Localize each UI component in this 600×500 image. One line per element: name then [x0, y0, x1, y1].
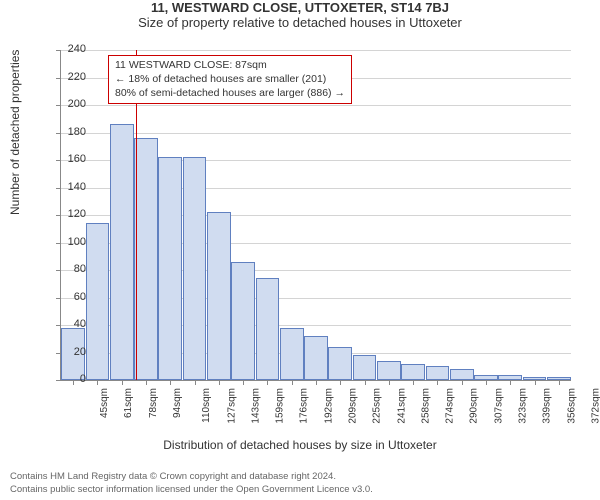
- ytick-label: 80: [56, 263, 86, 275]
- bar: [110, 124, 134, 380]
- xtick-label: 241sqm: [396, 388, 407, 424]
- xtick-label: 176sqm: [299, 388, 310, 424]
- xtick-label: 209sqm: [348, 388, 359, 424]
- ytick-label: 200: [56, 98, 86, 110]
- xtick-label: 78sqm: [148, 388, 159, 418]
- copyright-line1: Contains HM Land Registry data © Crown c…: [10, 471, 590, 483]
- ytick-label: 0: [56, 373, 86, 385]
- ytick-label: 180: [56, 126, 86, 138]
- copyright-line2: Contains public sector information licen…: [10, 484, 590, 496]
- xtick-label: 159sqm: [275, 388, 286, 424]
- xtick-label: 356sqm: [566, 388, 577, 424]
- bar: [280, 328, 304, 380]
- xtick-label: 258sqm: [420, 388, 431, 424]
- y-axis-label: Number of detached properties: [8, 50, 22, 215]
- page-title: 11, WESTWARD CLOSE, UTTOXETER, ST14 7BJ: [0, 0, 600, 15]
- bar: [377, 361, 401, 380]
- xtick-label: 192sqm: [323, 388, 334, 424]
- xtick-label: 143sqm: [250, 388, 261, 424]
- xtick-label: 372sqm: [590, 388, 600, 424]
- x-axis-label: Distribution of detached houses by size …: [0, 438, 600, 452]
- ytick-label: 20: [56, 346, 86, 358]
- annotation-line1: 11 WESTWARD CLOSE: 87sqm: [115, 58, 345, 72]
- copyright-notice: Contains HM Land Registry data © Crown c…: [10, 471, 590, 496]
- xtick-label: 45sqm: [99, 388, 110, 418]
- ytick-label: 240: [56, 43, 86, 55]
- xtick-label: 61sqm: [123, 388, 134, 418]
- bar: [426, 366, 450, 380]
- annotation-line3: 80% of semi-detached houses are larger (…: [115, 86, 345, 100]
- xtick-label: 290sqm: [469, 388, 480, 424]
- ytick-label: 160: [56, 153, 86, 165]
- bar: [183, 157, 207, 380]
- bar: [401, 364, 425, 381]
- bar: [353, 355, 377, 380]
- xtick-label: 225sqm: [372, 388, 383, 424]
- xtick-label: 339sqm: [542, 388, 553, 424]
- xtick-label: 94sqm: [172, 388, 183, 418]
- bar: [256, 278, 280, 380]
- xtick-label: 274sqm: [445, 388, 456, 424]
- xtick-label: 307sqm: [493, 388, 504, 424]
- bar: [134, 138, 158, 380]
- bar: [231, 262, 255, 380]
- page-subtitle: Size of property relative to detached ho…: [0, 15, 600, 30]
- xtick-label: 323sqm: [518, 388, 529, 424]
- xtick-label: 127sqm: [226, 388, 237, 424]
- bar: [207, 212, 231, 380]
- ytick-label: 220: [56, 71, 86, 83]
- bar: [450, 369, 474, 380]
- ytick-label: 40: [56, 318, 86, 330]
- ytick-label: 140: [56, 181, 86, 193]
- ytick-label: 100: [56, 236, 86, 248]
- bar: [86, 223, 110, 380]
- annotation-box: 11 WESTWARD CLOSE: 87sqm ← 18% of detach…: [108, 55, 352, 104]
- bar: [328, 347, 352, 380]
- ytick-label: 60: [56, 291, 86, 303]
- annotation-line2: ← 18% of detached houses are smaller (20…: [115, 72, 345, 86]
- bar: [158, 157, 182, 380]
- ytick-label: 120: [56, 208, 86, 220]
- bar: [304, 336, 328, 380]
- xtick-label: 110sqm: [201, 388, 212, 423]
